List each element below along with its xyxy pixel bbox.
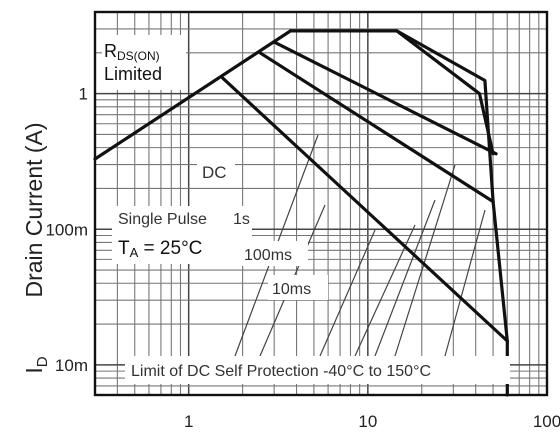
series-line-1s [258, 51, 495, 204]
t10ms-label: 10ms [272, 281, 311, 298]
single-pulse-label: Single Pulse [118, 211, 207, 228]
rdson-label: RDS(ON) [104, 41, 160, 63]
leader-line [319, 229, 376, 357]
rdson-label-bg [102, 35, 186, 90]
dc-label: DC [202, 163, 227, 182]
dc-label-bg [197, 157, 235, 184]
series-line-100ms [272, 40, 498, 156]
leader-line [394, 164, 456, 357]
y-tick-label: 1 [79, 85, 88, 104]
plot-border [93, 10, 549, 397]
series-line-rds-on-limited [93, 29, 293, 161]
pulse-label-bg [112, 206, 252, 264]
t100ms-label: 100ms [244, 247, 292, 264]
t100ms-label-bg [240, 241, 308, 266]
x-tick-label: 10 [358, 412, 377, 431]
y-axis-label-prefix: ID [21, 356, 51, 373]
limit-label-bg [125, 356, 510, 384]
rdson-label-line2: Limited [104, 64, 162, 84]
x-tick-label: 1 [184, 412, 193, 431]
leader-line [374, 199, 436, 357]
x-tick-label: 100 [533, 412, 560, 431]
series-group [93, 29, 509, 397]
t10ms-label-bg [268, 275, 328, 300]
ta-label: TA = 25°C [118, 238, 202, 260]
leader-line [444, 209, 486, 357]
y-tick-label: 100m [45, 220, 88, 239]
y-axis-label: Drain Current (A) [21, 122, 47, 297]
tick-labels: 1 10 100 1 100m 10m [45, 85, 560, 431]
t1s-label: 1s [233, 211, 250, 228]
series-line-dc [221, 76, 509, 343]
limit-label: Limit of DC Self Protection -40°C to 150… [131, 363, 431, 380]
y-tick-label: 10m [55, 356, 88, 375]
